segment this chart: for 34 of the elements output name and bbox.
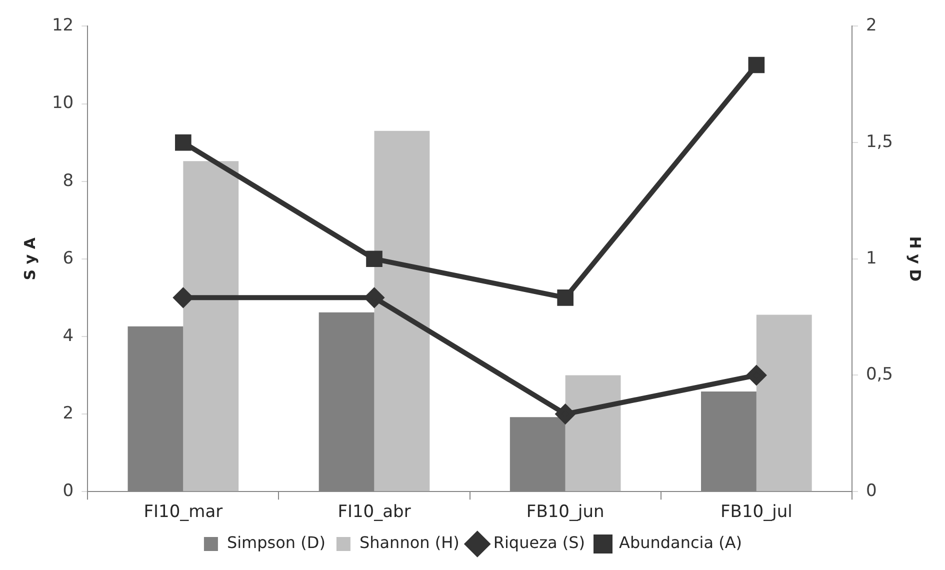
legend-label: Abundancia (A)	[619, 533, 742, 552]
x-tick-label: FB10_jul	[720, 502, 792, 522]
point	[366, 250, 382, 268]
x-tick-label: FI10_mar	[144, 502, 223, 522]
y-tick-label: 10	[52, 93, 74, 114]
point	[557, 290, 574, 306]
point	[174, 288, 193, 308]
legend-label: Simpson (D)	[226, 533, 326, 552]
bar	[183, 161, 239, 492]
bar	[756, 314, 812, 492]
y-tick-label: 8	[62, 170, 74, 191]
y-tick-label: 6	[62, 248, 74, 268]
y2-axis-title: H y D	[906, 236, 924, 282]
point	[556, 404, 575, 424]
point	[746, 366, 766, 385]
point	[748, 56, 765, 74]
y-tick-label: 12	[52, 16, 74, 36]
legend-label: Shannon (H)	[359, 533, 460, 552]
point	[175, 134, 192, 151]
y2-tick-label: 0	[866, 481, 877, 502]
point	[364, 288, 384, 308]
x-tick-label: FB10_jun	[526, 502, 604, 522]
y-tick-label: 4	[62, 326, 74, 346]
y2-tick-label: 1	[866, 248, 877, 268]
y-tick-label: 0	[62, 481, 74, 502]
y2-tick-label: 1,5	[866, 132, 894, 152]
y2-tick-label: 0,5	[866, 364, 894, 385]
y-axis-title: S y A	[20, 237, 39, 280]
bar	[374, 130, 430, 492]
legend-label: Riqueza (S)	[493, 533, 586, 552]
y2-tick-label: 2	[866, 16, 877, 36]
y-tick-label: 2	[62, 403, 74, 424]
bar	[565, 375, 621, 492]
x-tick-label: FI10_abr	[338, 502, 411, 522]
